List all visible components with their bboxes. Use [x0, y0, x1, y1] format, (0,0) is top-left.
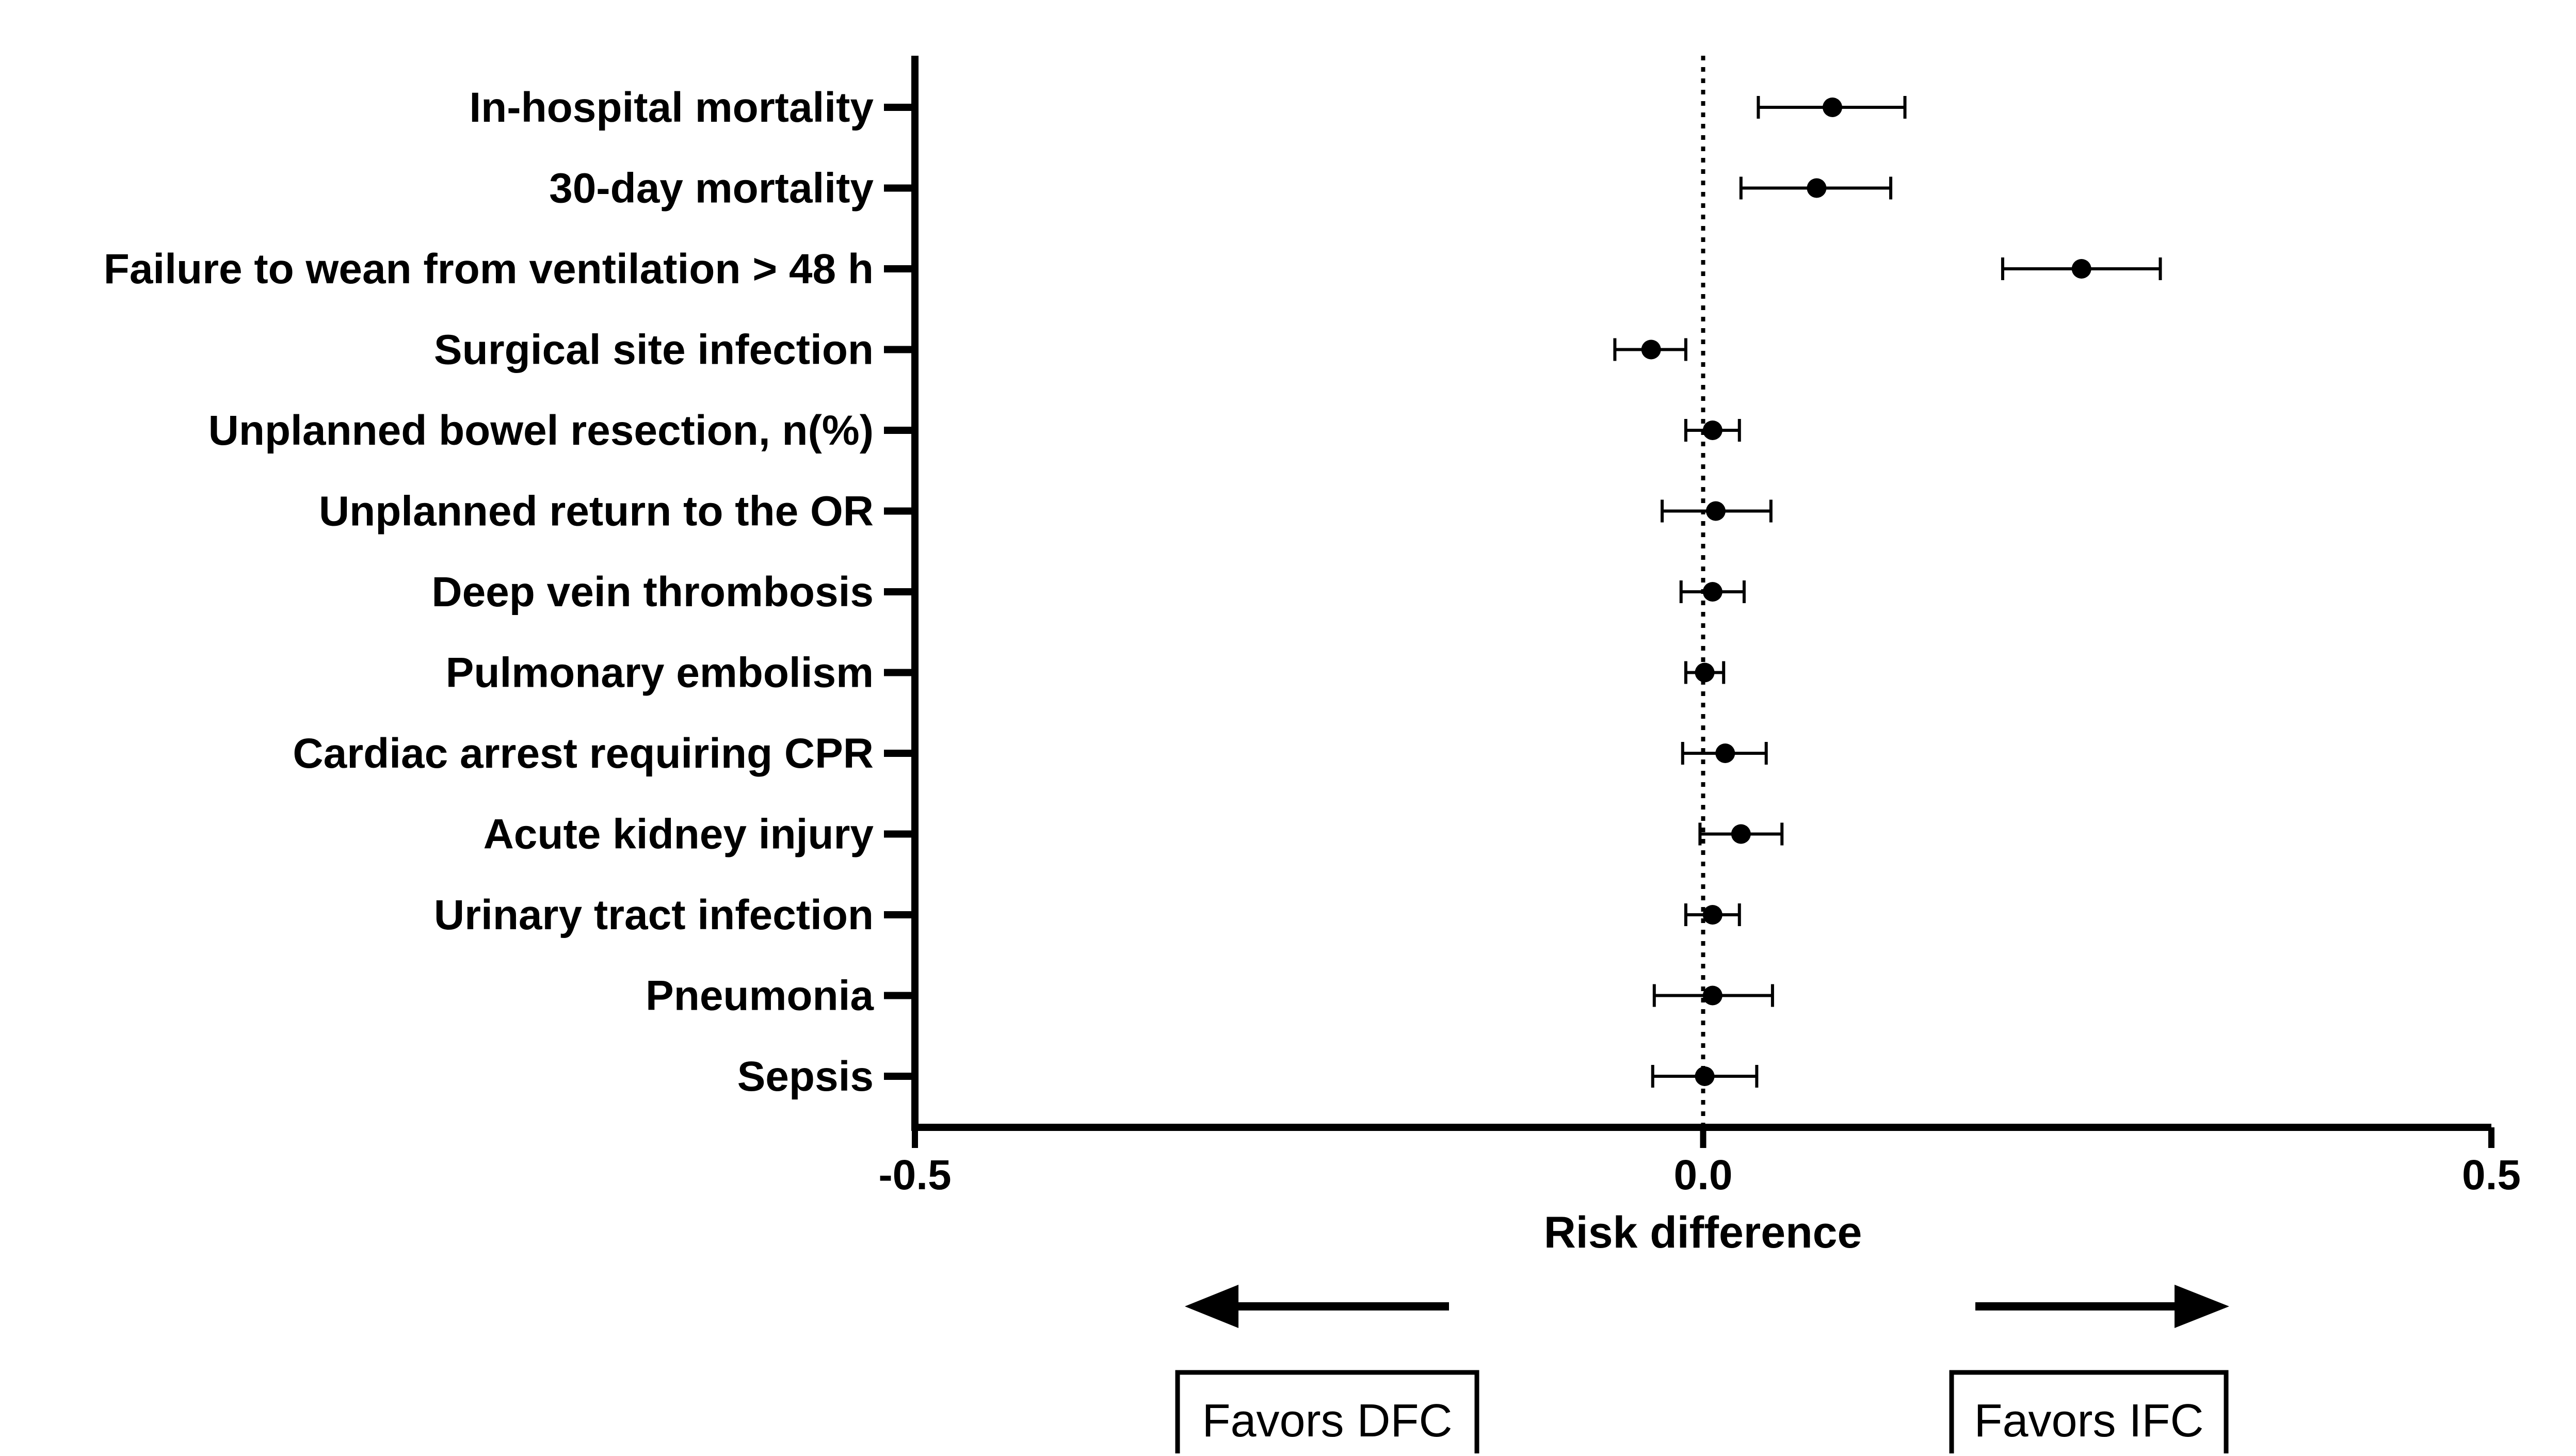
point-estimate	[1641, 339, 1661, 360]
x-tick-label: 0.5	[2462, 1152, 2521, 1199]
forest-row: 30-day mortality	[549, 165, 1893, 212]
favors-right-label: Favors IFC	[1974, 1395, 2203, 1447]
forest-row: In-hospital mortality	[469, 84, 1907, 131]
forest-row: Urinary tract infection	[434, 892, 1741, 939]
forest-row: Unplanned bowel resection, n(%)	[208, 407, 1741, 454]
forest-row: Acute kidney injury	[484, 811, 1784, 858]
point-estimate	[1731, 824, 1751, 844]
point-estimate	[1807, 178, 1827, 198]
forest-row: Pneumonia	[646, 973, 1774, 1020]
point-estimate	[1715, 743, 1735, 763]
favors-left-box	[1175, 1370, 1479, 1456]
row-label: Cardiac arrest requiring CPR	[293, 730, 874, 777]
point-estimate	[1702, 420, 1722, 440]
forest-row: Deep vein thrombosis	[431, 569, 1746, 616]
rows-layer: In-hospital mortality 30-day mortality Fai…	[104, 84, 2162, 1100]
forest-row: Pulmonary embolism	[446, 650, 1726, 697]
point-estimate	[1823, 98, 1843, 117]
favors-left-annotation: Favors DFC	[1175, 1285, 1479, 1456]
left-arrowhead	[1185, 1285, 1238, 1328]
point-estimate	[1702, 905, 1722, 925]
x-tick-label: -0.5	[878, 1152, 951, 1199]
row-label: Pneumonia	[646, 973, 874, 1020]
right-arrowhead	[2175, 1285, 2229, 1328]
row-label: Pulmonary embolism	[446, 650, 874, 697]
point-estimate	[1695, 1066, 1715, 1086]
forest-row: Sepsis	[737, 1053, 1759, 1100]
point-estimate	[1705, 501, 1726, 521]
x-axis-layer: -0.5 0.0 0.5	[878, 1127, 2521, 1199]
point-estimate	[1695, 662, 1715, 683]
favors-left-label: Favors DFC	[1202, 1395, 1452, 1447]
forest-row: Unplanned return to the OR	[319, 488, 1773, 535]
row-label: Unplanned return to the OR	[319, 488, 874, 535]
row-label: Urinary tract infection	[434, 892, 874, 939]
x-axis-title: Risk difference	[1544, 1208, 1862, 1257]
row-label: Acute kidney injury	[484, 811, 874, 858]
x-tick-label: 0.0	[1674, 1152, 1733, 1199]
row-label: Deep vein thrombosis	[431, 569, 874, 616]
forest-row: Surgical site infection	[434, 327, 1687, 374]
forest-row: Failure to wean from ventilation > 48 h	[104, 246, 2162, 293]
point-estimate	[1702, 582, 1722, 602]
favors-right-annotation: Favors IFC	[1949, 1285, 2229, 1456]
forest-row: Cardiac arrest requiring CPR	[293, 730, 1768, 777]
row-label: In-hospital mortality	[469, 84, 874, 131]
row-label: Failure to wean from ventilation > 48 h	[104, 246, 874, 293]
row-label: Unplanned bowel resection, n(%)	[208, 407, 874, 454]
row-label: 30-day mortality	[549, 165, 874, 212]
row-label: Surgical site infection	[434, 327, 874, 374]
point-estimate	[2071, 259, 2091, 279]
point-estimate	[1702, 985, 1722, 1006]
favors-right-box	[1949, 1370, 2229, 1456]
row-label: Sepsis	[737, 1053, 874, 1100]
